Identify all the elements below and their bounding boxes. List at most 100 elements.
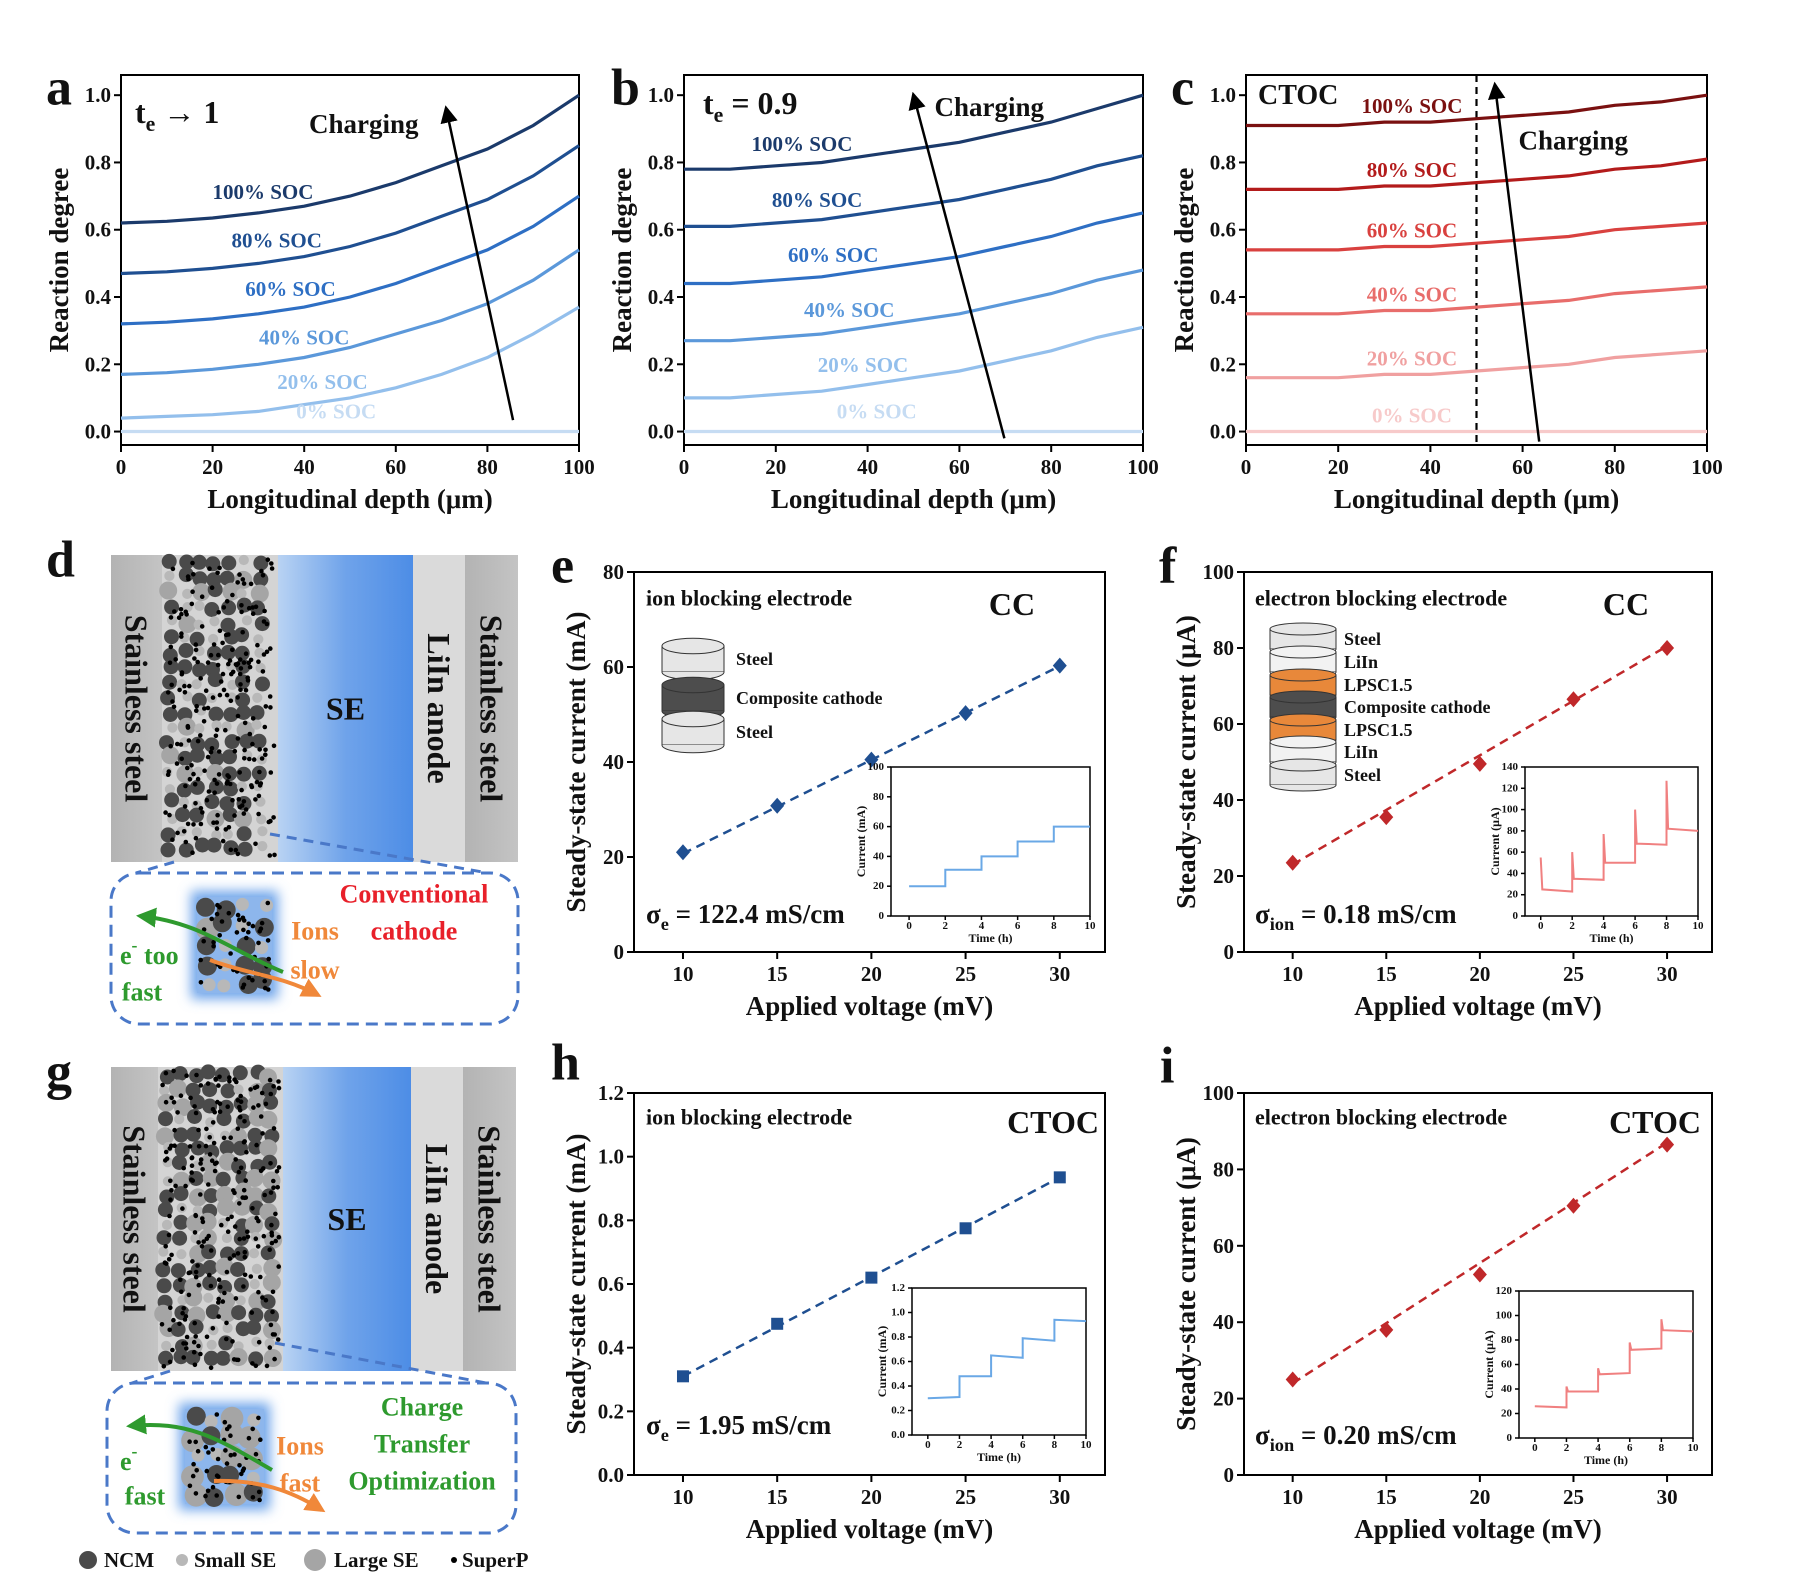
panel-letter: f [1159,538,1177,595]
particle [243,1482,263,1502]
carbon-dot [168,644,174,650]
carbon-dot [258,781,264,786]
particle [234,810,252,829]
y-tick-label: 40 [1213,788,1234,812]
carbon-dot [171,1317,176,1323]
carbon-dot [241,982,247,988]
particle [254,616,270,632]
stack-label: LPSC1.5 [1344,720,1413,740]
series-label: 80% SOC [1367,158,1457,182]
x-tick-label: 10 [1085,920,1097,932]
carbon-dot [258,1114,264,1119]
carbon-dot [230,592,235,598]
carbon-dot [211,642,217,647]
carbon-dot [209,746,215,751]
carbon-dot [199,624,205,629]
carbon-dot [238,1093,243,1099]
carbon-dot [214,911,220,917]
particle [160,842,176,858]
x-tick-label: 40 [1420,455,1441,479]
x-tick-label: 30 [1657,1485,1678,1509]
carbon-dot [247,756,252,762]
carbon-dot [179,611,184,617]
carbon-dot [241,581,247,586]
carbon-dot [225,779,230,784]
electron-text-part: - [132,1441,138,1461]
legend-symbol [176,1554,188,1566]
series-line [1246,285,1708,316]
carbon-dot [268,646,273,651]
legend-label: Large SE [334,1548,419,1572]
particle [164,784,175,795]
carbon-dot [211,1140,217,1146]
y-tick-label: 0.4 [1210,285,1237,309]
y-tick-label: 40 [1501,1383,1513,1395]
carbon-dot [166,1232,172,1238]
y-tick-label: 0 [1507,1432,1513,1444]
x-tick-label: 20 [1469,1485,1490,1509]
carbon-dot [269,561,274,566]
carbon-dot [218,679,224,684]
carbon-dot [237,917,242,923]
carbon-dot [227,1075,232,1080]
carbon-dot [224,599,230,604]
series-line [1246,221,1708,252]
carbon-dot [229,1214,234,1220]
particle [234,627,250,643]
y-axis-label: Current (mA) [875,1326,889,1397]
particle [184,1336,203,1355]
carbon-dot [259,1090,265,1096]
particle [253,571,269,587]
carbon-dot [254,1215,259,1221]
particle [220,617,236,633]
carbon-dot [183,783,188,789]
series-line [120,93,580,225]
particle [172,1066,188,1082]
panel-tag: CTOC [1609,1104,1701,1140]
particle [216,1111,232,1127]
carbon-dot [195,1263,200,1268]
callout-text: Charge [381,1393,463,1422]
particle [196,897,215,917]
carbon-dot [267,853,273,858]
carbon-dot [215,570,220,576]
panel-letter: d [46,532,75,589]
conductivity-part: = 0.18 mS/cm [1294,899,1457,929]
ion-text: Ions [276,1432,324,1461]
stack-layer-top [1269,645,1337,659]
y-tick-label: 40 [873,850,885,862]
carbon-dot [202,768,207,773]
carbon-dot [235,713,241,719]
x-tick-label: 15 [767,962,788,986]
particle [204,794,220,810]
carbon-dot [169,1095,174,1101]
particle [232,1065,248,1081]
particle [191,827,202,838]
stack-label: LiIn [1344,742,1378,762]
carbon-dot [276,1085,282,1091]
particle [172,1230,188,1246]
electron-text: fast [122,978,163,1007]
carbon-dot [189,1177,194,1182]
carbon-dot [243,1178,248,1183]
particle [188,1319,204,1335]
particle [182,588,193,600]
carbon-dot [274,1169,280,1174]
carbon-dot [260,1131,265,1136]
carbon-dot [163,810,168,815]
carbon-dot [263,747,268,753]
carbon-dot [256,1289,261,1295]
conductivity: σe = 1.95 mS/cm [646,1410,832,1445]
stack-label: Steel [1344,765,1381,785]
carbon-dot [241,1284,246,1289]
y-axis-label: Current (mA) [854,806,868,877]
carbon-dot [220,1299,226,1304]
carbon-dot [170,837,175,842]
x-tick-label: 30 [1049,962,1070,986]
particle [217,1198,235,1217]
particle [161,553,177,569]
particle [206,837,222,853]
se-layer [283,1067,411,1371]
carbon-dot [218,1284,223,1290]
y-axis-label: Steady-state current (mA) [561,612,591,913]
